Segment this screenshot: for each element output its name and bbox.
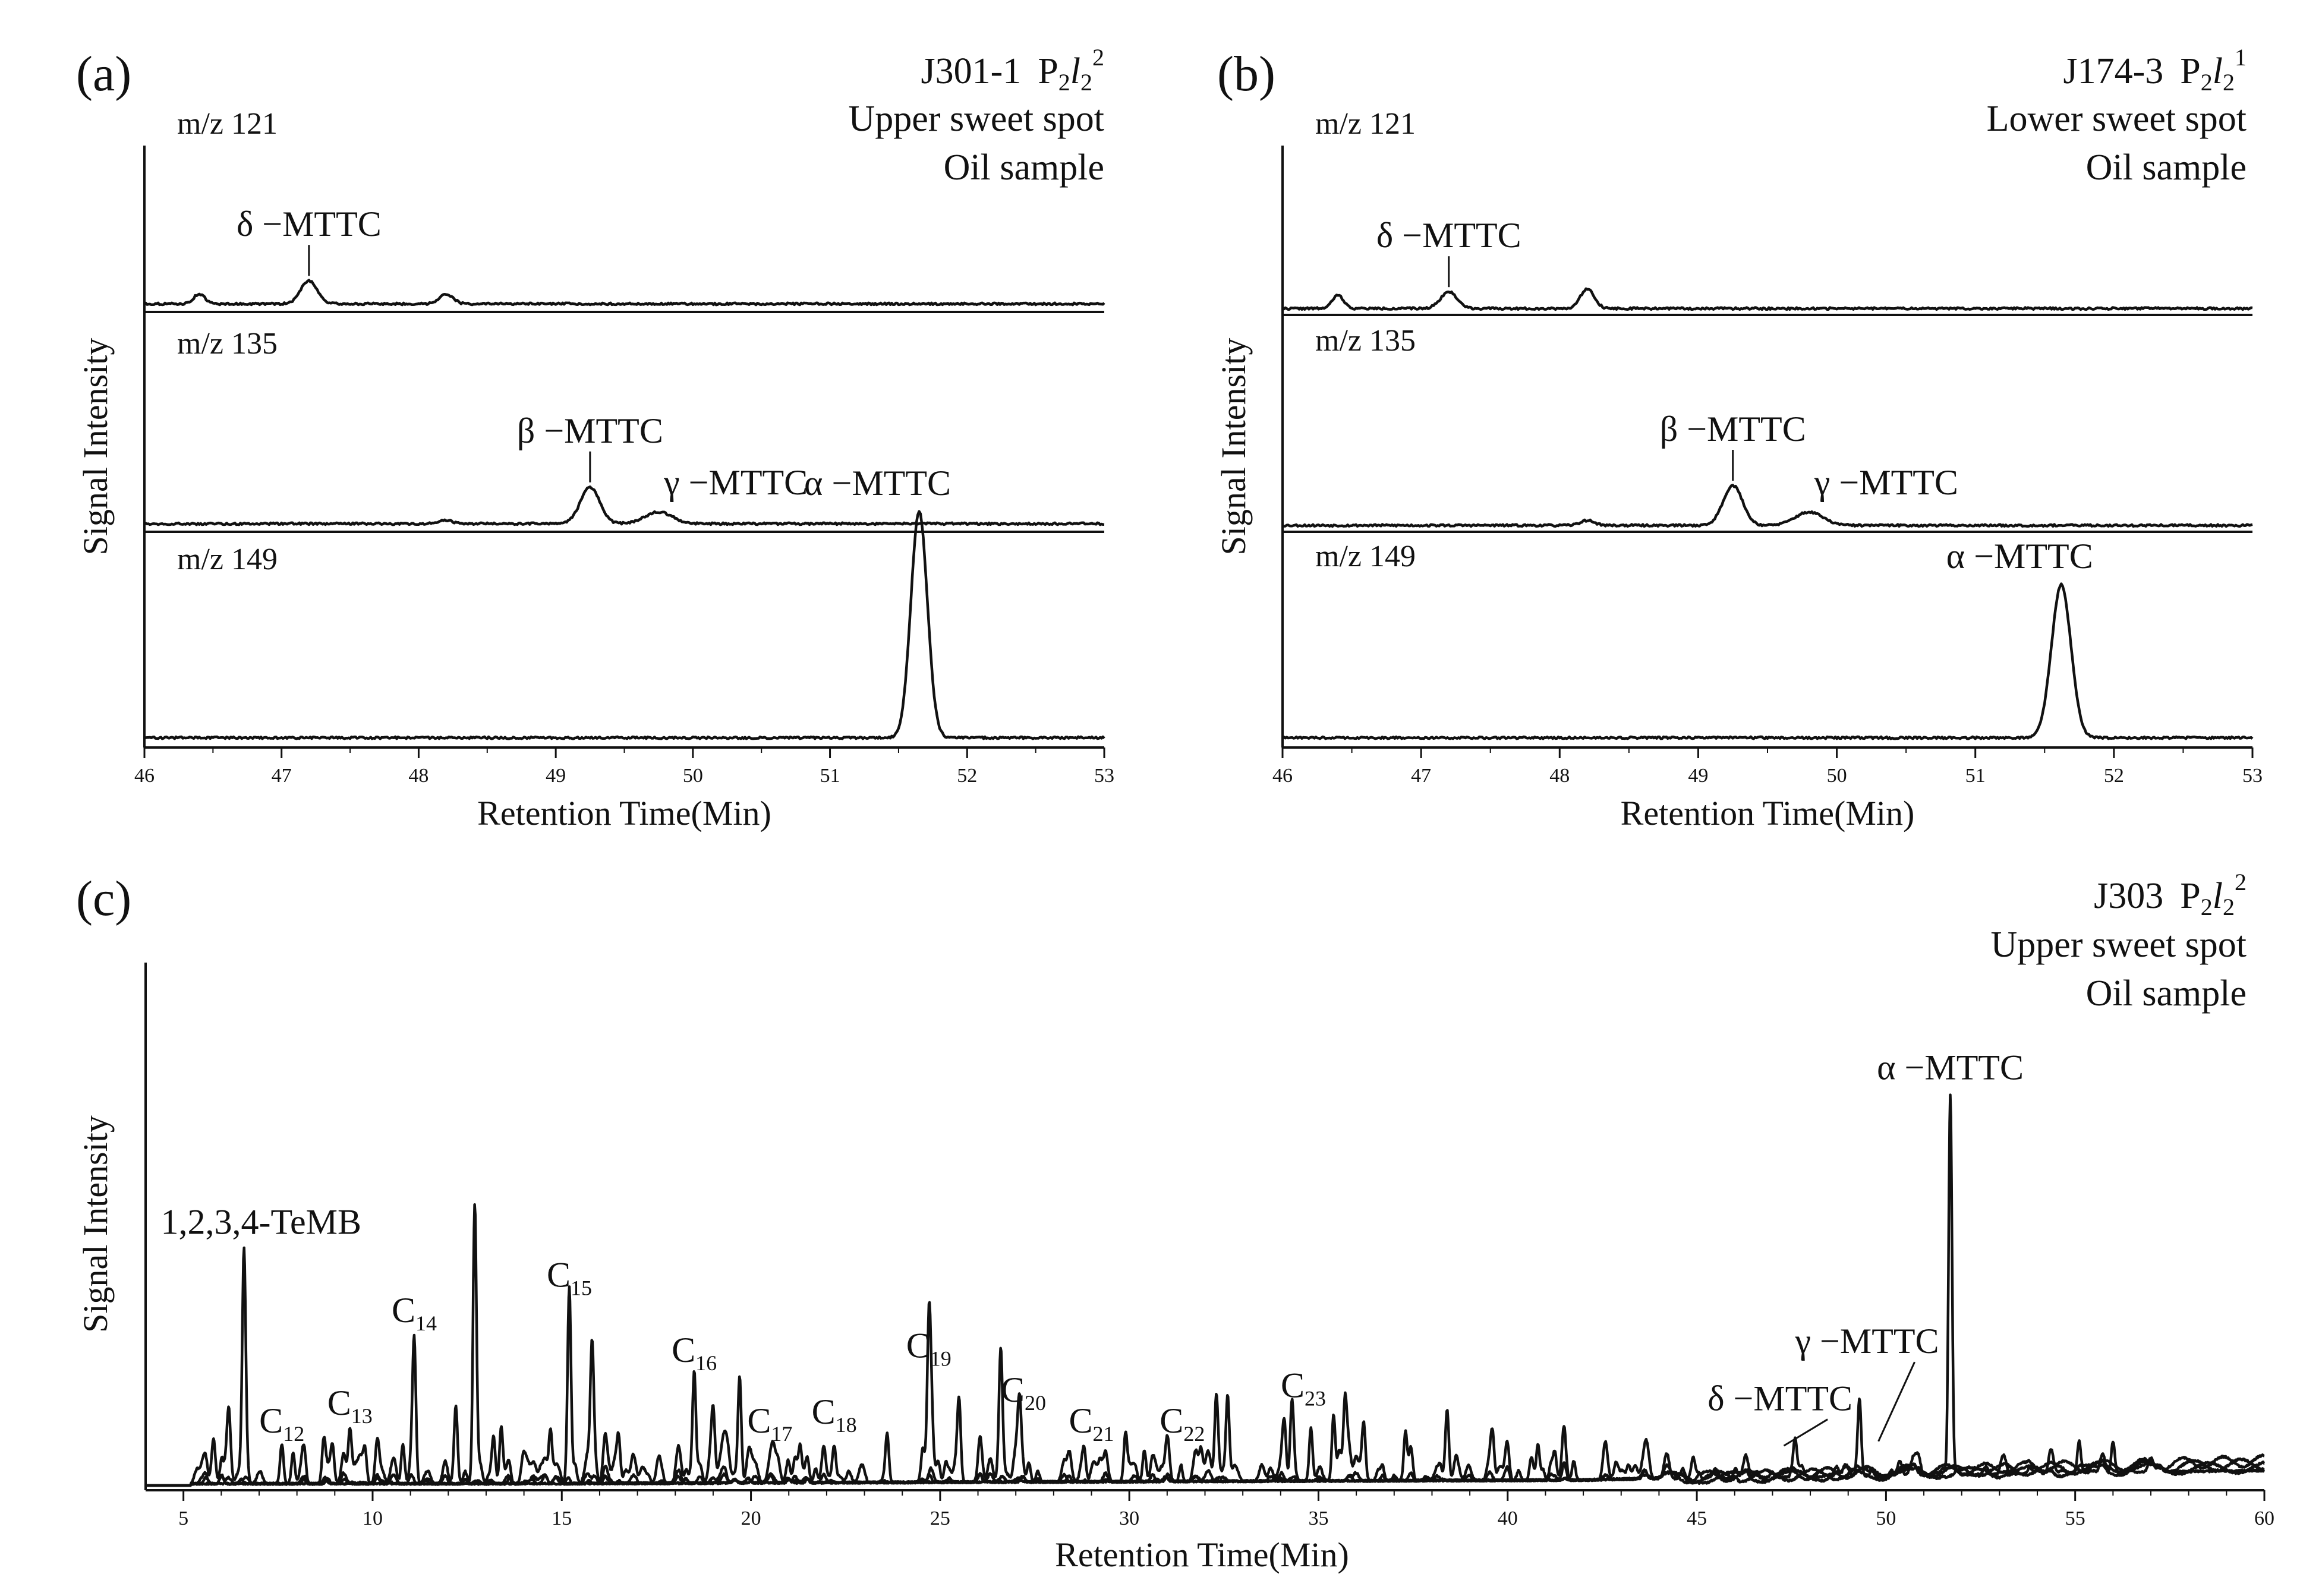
peak-label: α −MTTC (1946, 537, 2093, 576)
peak-label: γ −MTTC (1814, 463, 1958, 502)
sample-zone-c: Upper sweet spot (1991, 925, 2247, 965)
x-tick-label: 50 (1876, 1507, 1896, 1529)
panel-c: (c) J303 P2l22 Upper sweet spot Oil sampl… (76, 869, 2274, 1574)
x-tick-label: 30 (1119, 1507, 1139, 1529)
peak-label-c22: C22 (1160, 1401, 1205, 1446)
peak-label-c18: C18 (812, 1392, 857, 1437)
trace-m-z-149 (144, 510, 1105, 740)
x-tick-label: 52 (957, 765, 977, 787)
x-tick-label: 60 (2254, 1507, 2274, 1529)
peak-label-c20: C20 (1001, 1370, 1046, 1415)
x-tick-label: 25 (930, 1507, 950, 1529)
sample-zone-b: Lower sweet spot (1987, 99, 2247, 139)
x-tick-label: 45 (1687, 1507, 1707, 1529)
peak-label-c21: C21 (1069, 1401, 1114, 1446)
trace-label: m/z 121 (1315, 107, 1416, 141)
peak-label: β −MTTC (1660, 409, 1806, 449)
trace-label: m/z 149 (1315, 540, 1416, 573)
x-axis-label: Retention Time(Min) (1055, 1535, 1349, 1574)
x-tick-label: 10 (363, 1507, 383, 1529)
sample-well-a: J301-1 P2l22 (921, 44, 1105, 96)
peak-label: α −MTTC (804, 463, 951, 503)
peak-label-c13: C13 (327, 1383, 373, 1428)
panel-b: (b) J174-3 P2l21 Lower sweet spot Oil sam… (1214, 44, 2263, 832)
x-axis-label: Retention Time(Min) (1621, 794, 1915, 832)
x-tick-label: 15 (552, 1507, 572, 1529)
peak-label: δ −MTTC (237, 204, 382, 244)
x-tick-label: 46 (134, 765, 155, 787)
x-tick-label: 52 (2104, 765, 2124, 787)
panel-label-b: (b) (1217, 46, 1275, 102)
x-tick-label: 46 (1272, 765, 1293, 787)
x-tick-label: 5 (178, 1507, 188, 1529)
peak-label-c23: C23 (1281, 1365, 1326, 1410)
x-tick-label: 35 (1308, 1507, 1328, 1529)
peak-label-c17: C17 (747, 1401, 792, 1446)
panel-label-a: (a) (76, 46, 131, 102)
trace-m-z-135 (1282, 484, 2253, 528)
panel-label-c: (c) (76, 871, 131, 926)
chromatogram-b: Signal Intensity m/z 121 δ −MTTC m/z 135 β −… (1214, 107, 2263, 832)
x-tick-label: 47 (1411, 765, 1431, 787)
chromatogram-a: Signal Intensity m/z 121 δ −MTTC m/z 135 β −… (76, 107, 1114, 832)
x-tick-label: 55 (2065, 1507, 2085, 1529)
x-tick-label: 48 (1549, 765, 1570, 787)
trace-background (144, 1453, 2266, 1487)
peak-label-c14: C14 (392, 1291, 437, 1335)
trace-label: m/z 149 (177, 542, 278, 576)
peak-label: α −MTTC (1877, 1048, 2024, 1087)
sample-type-a: Oil sample (944, 147, 1104, 188)
x-tick-label: 53 (2242, 765, 2263, 787)
x-tick-label: 47 (272, 765, 292, 787)
peak-label: γ −MTTC (1795, 1321, 1939, 1361)
peak-label: δ −MTTC (1707, 1379, 1852, 1418)
sample-well-b: J174-3 P2l21 (2063, 44, 2247, 96)
trace-label: m/z 121 (177, 107, 278, 141)
sample-type-c: Oil sample (2086, 973, 2247, 1014)
sample-zone-a: Upper sweet spot (849, 99, 1104, 139)
peak-label: 1,2,3,4-TeMB (161, 1202, 361, 1241)
chromatogram-c: Signal Intensity 1,2,3,4-TeMB C12 C13 C14 C15… (76, 963, 2274, 1574)
x-tick-label: 51 (820, 765, 840, 787)
trace-m-z-121 (143, 279, 1105, 307)
x-tick-label: 20 (741, 1507, 761, 1529)
sample-well-c: J303 P2l22 (2094, 869, 2247, 920)
x-tick-label: 51 (1965, 765, 1986, 787)
trace-label: m/z 135 (1315, 324, 1416, 358)
x-tick-label: 48 (408, 765, 429, 787)
x-axis-label: Retention Time(Min) (477, 794, 771, 832)
trace-m-z-135 (143, 485, 1105, 526)
peak-label-c12: C12 (259, 1401, 304, 1446)
y-axis-label: Signal Intensity (76, 338, 115, 556)
trace-label: m/z 135 (177, 327, 278, 361)
panel-a: (a) J301-1 P2l22 Upper sweet spot Oil sam… (76, 44, 1114, 832)
peak-label-c15: C15 (547, 1256, 592, 1300)
sample-type-b: Oil sample (2086, 147, 2247, 188)
y-axis-label: Signal Intensity (1214, 338, 1253, 556)
peak-label: δ −MTTC (1376, 216, 1521, 255)
y-axis-label: Signal Intensity (76, 1115, 115, 1333)
trace-main (144, 1093, 2266, 1487)
peak-label: γ −MTTC (663, 463, 808, 502)
peak-label-c19: C19 (906, 1326, 952, 1371)
x-tick-label: 40 (1498, 1507, 1518, 1529)
trace-m-z-149 (1281, 582, 2254, 740)
x-tick-label: 49 (1688, 765, 1708, 787)
peak-pointer (1877, 1361, 1915, 1442)
x-tick-label: 50 (683, 765, 703, 787)
peak-pointer (1783, 1418, 1828, 1447)
x-tick-label: 49 (546, 765, 566, 787)
peak-label: β −MTTC (517, 411, 663, 450)
x-tick-label: 53 (1094, 765, 1114, 787)
x-tick-label: 50 (1827, 765, 1847, 787)
trace-m-z-121 (1282, 287, 2253, 311)
peak-label-c16: C16 (672, 1330, 717, 1375)
